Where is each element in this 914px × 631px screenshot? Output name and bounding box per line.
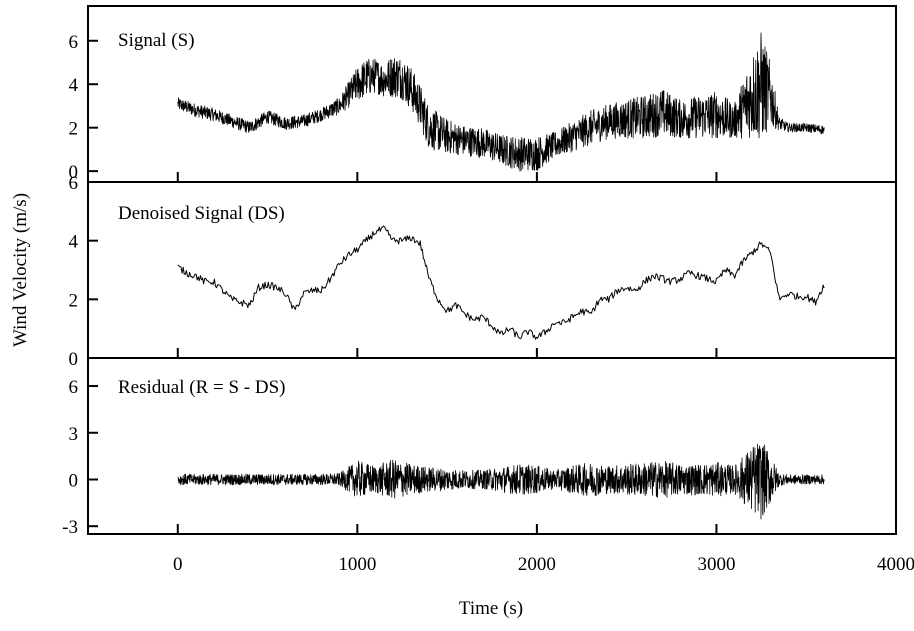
signal-y-tick-label: 2 (69, 119, 79, 140)
x-tick-label: 4000 (877, 554, 914, 575)
residual-y-tick-label: 0 (69, 470, 79, 491)
residual-panel-frame (87, 357, 897, 535)
denoised-y-tick-label: 0 (69, 349, 79, 370)
residual-y-tick-label: 3 (69, 424, 79, 445)
denoised-series-line (177, 225, 825, 340)
signal-panel-label: Signal (S) (118, 30, 195, 51)
signal-series-line (177, 32, 825, 172)
residual-series-line (177, 443, 825, 520)
denoised-y-tick-label: 2 (69, 290, 79, 311)
x-tick-label: 2000 (518, 554, 556, 575)
denoised-y-tick-label: 4 (69, 232, 79, 253)
residual-y-tick-label: -3 (62, 517, 78, 538)
signal-y-tick-label: 4 (69, 75, 79, 96)
x-tick-label: 3000 (697, 554, 735, 575)
denoised-panel-label: Denoised Signal (DS) (118, 203, 285, 224)
x-tick-label: 1000 (338, 554, 376, 575)
signal-y-tick-label: 0 (69, 162, 79, 183)
x-tick-label: 0 (173, 554, 183, 575)
signal-y-tick-label: 6 (69, 32, 79, 53)
denoised-panel: Denoised Signal (DS) (87, 181, 897, 359)
residual-panel-label: Residual (R = S - DS) (118, 377, 285, 398)
residual-panel: Residual (R = S - DS) (87, 357, 897, 535)
residual-y-tick-label: 6 (69, 377, 79, 398)
y-axis-title: Wind Velocity (m/s) (10, 193, 31, 347)
x-axis-title: Time (s) (459, 598, 523, 619)
denoised-y-tick-label: 6 (69, 173, 79, 194)
